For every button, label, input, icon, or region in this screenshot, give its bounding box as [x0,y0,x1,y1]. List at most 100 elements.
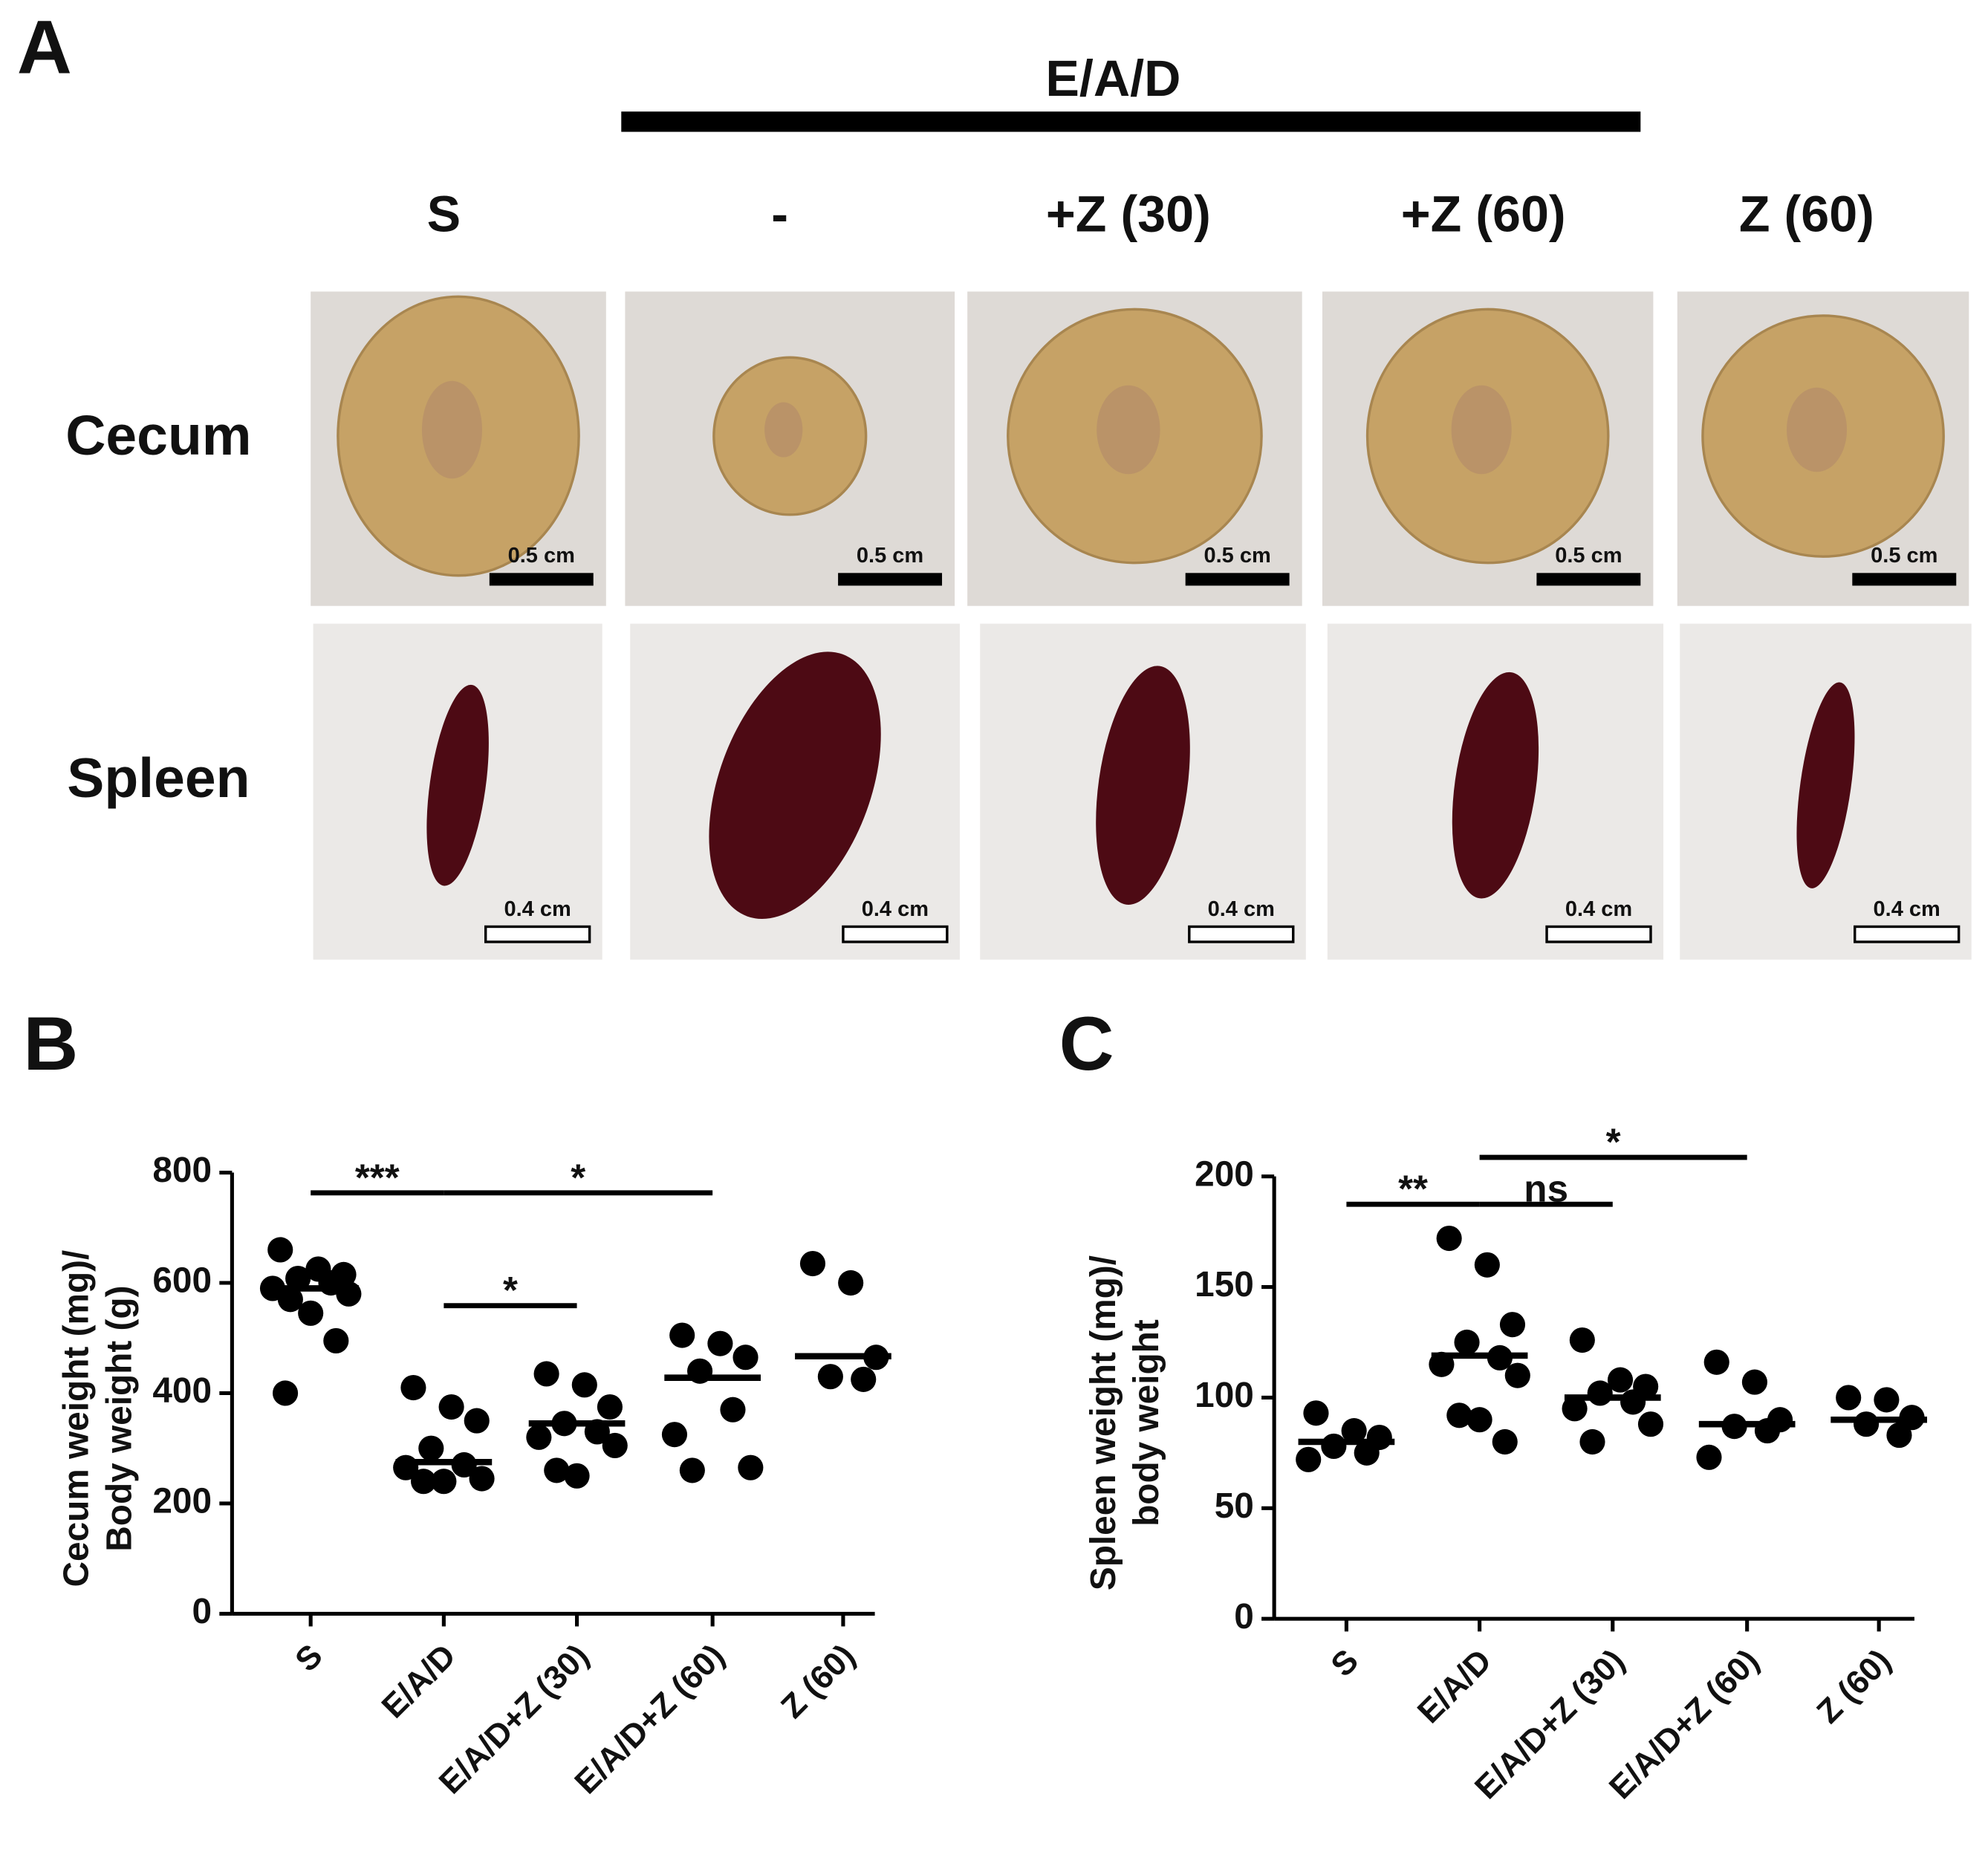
data-point [738,1454,764,1480]
data-point [1303,1400,1329,1426]
data-point [1296,1446,1322,1472]
data-point [1492,1428,1518,1455]
scale-bar-label: 0.5 cm [1555,544,1622,568]
scale-bar [484,925,591,943]
data-point [267,1237,293,1263]
row-label: Cecum [65,404,251,466]
column-label: - [771,186,788,243]
scale-bar-label: 0.4 cm [504,897,571,921]
data-point [336,1281,362,1307]
data-point [720,1397,746,1423]
data-point [564,1463,590,1489]
y-tick-label: 150 [1195,1265,1254,1304]
data-point [597,1394,623,1420]
data-point [411,1469,437,1495]
data-point [464,1408,490,1434]
data-point [1637,1411,1664,1437]
data-point [431,1469,457,1495]
data-point [1504,1362,1530,1388]
y-axis-label: body weight [1127,1319,1166,1527]
y-axis-label: Cecum weight (mg)/ [57,1250,97,1587]
cecum-fold [1451,385,1512,475]
cecum-fold [421,380,482,479]
data-point [526,1424,552,1450]
data-point [1354,1440,1380,1466]
column-label: +Z (30) [1046,186,1211,243]
data-point [707,1330,733,1356]
scale-bar [1188,925,1295,943]
data-point [418,1435,444,1461]
scale-bar-label: 0.4 cm [1874,897,1940,921]
significance-label: ns [1524,1168,1568,1210]
y-tick-label: 100 [1195,1376,1254,1415]
data-point [732,1345,759,1371]
data-point [799,1250,826,1277]
data-point [602,1432,628,1459]
data-point [1562,1396,1588,1422]
cecum-fold [1097,385,1160,475]
data-point [1703,1349,1729,1375]
spleen [709,651,881,920]
significance-label: ** [1398,1168,1428,1210]
data-point [1836,1385,1862,1411]
scale-bar-label: 0.5 cm [1871,544,1937,568]
data-point [533,1361,559,1387]
scale-bar [489,573,594,586]
cecum-fold [764,402,803,458]
scale-bar [1536,573,1641,586]
spleen [1796,682,1855,888]
y-tick-label: 400 [152,1371,212,1411]
data-point [1886,1422,1912,1449]
scale-bar-label: 0.4 cm [862,897,929,921]
data-point [1321,1433,1347,1460]
data-point [400,1374,426,1401]
data-point [838,1270,864,1296]
data-point [1854,1411,1880,1437]
data-point [661,1422,688,1448]
data-point [1741,1369,1767,1395]
spleen [1452,672,1539,899]
data-point [1569,1327,1595,1353]
significance-label: * [571,1156,585,1198]
data-point [1454,1329,1480,1356]
scale-bar [1854,925,1961,943]
data-point [277,1287,303,1313]
panel-label: B [23,1001,78,1086]
data-point [679,1457,705,1483]
significance-label: * [1606,1121,1621,1163]
data-point [285,1265,311,1292]
data-point [298,1300,324,1326]
group-label: E/A/D [1045,51,1180,107]
data-point [544,1457,570,1483]
scale-bar [1545,925,1652,943]
scale-bar-label: 0.5 cm [1204,544,1271,568]
y-tick-label: 0 [1234,1597,1254,1636]
scale-bar [1185,573,1290,586]
y-tick-label: 600 [152,1261,212,1301]
scale-bar-label: 0.4 cm [1565,897,1632,921]
y-tick-label: 800 [152,1151,212,1190]
data-point [1466,1407,1492,1433]
data-point [1341,1418,1367,1444]
y-axis-label: Spleen weight (mg)/ [1084,1255,1123,1590]
data-point [469,1466,495,1492]
data-point [438,1394,464,1420]
data-point [1620,1389,1646,1415]
data-point [1499,1312,1526,1338]
y-tick-label: 200 [1195,1154,1254,1194]
scale-bar [842,925,949,943]
data-point [1474,1252,1500,1278]
data-point [669,1322,695,1348]
data-point [851,1366,877,1392]
spleen [1096,666,1190,905]
scale-bar-label: 0.5 cm [508,544,575,568]
scale-bar [838,573,943,586]
data-point [1607,1367,1634,1393]
data-point [1587,1380,1613,1406]
scale-bar-label: 0.4 cm [1208,897,1275,921]
y-tick-label: 0 [192,1592,212,1631]
y-tick-label: 200 [152,1482,212,1521]
scale-bar-label: 0.5 cm [857,544,923,568]
